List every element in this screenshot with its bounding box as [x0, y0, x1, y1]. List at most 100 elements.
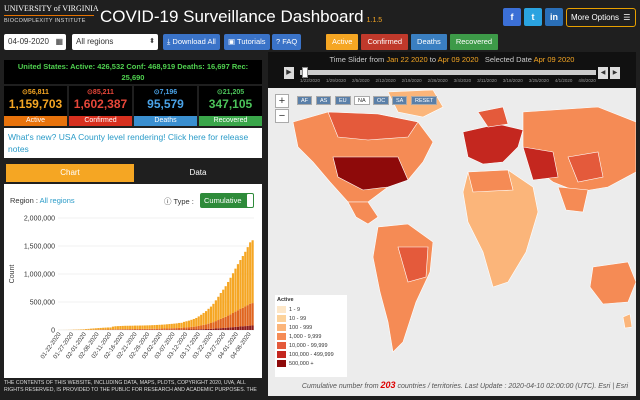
linkedin-icon[interactable]: in: [545, 8, 563, 26]
bar-recovered: [158, 328, 161, 330]
bar-deaths: [214, 328, 217, 330]
bar-recovered: [175, 328, 178, 330]
bar-active: [214, 300, 217, 322]
tutorials-button[interactable]: ▣ Tutorials: [224, 34, 270, 50]
y-tick-label: 2,000,000: [24, 216, 55, 223]
bar-active: [192, 318, 195, 327]
legend-swatch: [277, 342, 286, 349]
region-button-reset[interactable]: RESET: [411, 96, 438, 105]
bar-active: [173, 323, 176, 329]
card-delta-value: 56,811: [27, 89, 49, 96]
bar-deaths: [207, 328, 210, 330]
card-delta-value: 85,211: [92, 89, 114, 96]
zoom-in-button[interactable]: +: [275, 94, 289, 108]
more-options-button[interactable]: More Options ☰: [566, 8, 636, 27]
bar-active: [212, 303, 215, 323]
card-label: Deaths: [134, 116, 197, 126]
card-active: ⊙56,811 1,159,703 Active: [4, 86, 67, 126]
bar-active: [224, 286, 227, 317]
card-delta-value: 7,196: [159, 89, 178, 96]
legend-swatch: [277, 315, 286, 322]
bar-active: [229, 277, 232, 315]
tab-active[interactable]: Active: [326, 34, 359, 50]
play-button[interactable]: ▶: [284, 67, 294, 79]
bar-deaths: [244, 326, 247, 330]
bar-active: [92, 328, 95, 330]
tab-chart[interactable]: Chart: [6, 164, 134, 182]
tab-recovered[interactable]: Recovered: [449, 34, 499, 50]
bar-deaths: [200, 329, 203, 330]
tab-confirmed[interactable]: Confirmed: [361, 34, 409, 50]
region-button-sa[interactable]: SA: [392, 96, 408, 105]
slider-tick: 2/26/2020: [427, 78, 448, 83]
bar-recovered: [197, 325, 200, 330]
bar-active: [133, 325, 137, 330]
bar-recovered: [239, 309, 242, 327]
bar-recovered: [207, 323, 210, 329]
region-button-na[interactable]: NA: [354, 96, 370, 105]
card-recovered: ⊙21,205 347,105 Recovered: [199, 86, 262, 126]
bar-deaths: [212, 328, 215, 330]
card-delta-value: 21,205: [222, 89, 245, 96]
bar-active: [111, 326, 115, 330]
download-all-button[interactable]: ⤓ Download All: [163, 34, 220, 50]
us-stats: United States: Active: 426,532 Conf: 468…: [4, 60, 262, 84]
legend-label: 1 - 9: [289, 306, 301, 313]
info-icon[interactable]: ⓘ: [164, 197, 172, 206]
bar-recovered: [244, 306, 247, 327]
slider-tick: 3/4/2020: [453, 78, 472, 83]
faq-button[interactable]: ? FAQ: [272, 34, 302, 50]
bar-active: [146, 325, 149, 329]
bar-recovered: [251, 303, 254, 326]
step-back-button[interactable]: ◀: [598, 67, 608, 79]
date-value: 04-09-2020: [8, 37, 49, 46]
bar-deaths: [251, 325, 254, 330]
legend-item: 10,000 - 99,999: [277, 341, 345, 350]
slider-start: Jan 22 2020: [386, 55, 428, 64]
bar-deaths: [190, 329, 193, 330]
y-tick-label: 500,000: [30, 300, 55, 307]
region-button-oc[interactable]: OC: [373, 96, 390, 105]
slider-track[interactable]: [300, 70, 596, 75]
bar-recovered: [178, 327, 181, 330]
bar-active: [131, 325, 134, 330]
release-notes-link[interactable]: What's new? USA County level rendering! …: [4, 128, 262, 158]
bar-recovered: [209, 322, 213, 329]
bar-active: [148, 325, 151, 329]
date-picker[interactable]: 04-09-2020 ▦: [4, 34, 66, 50]
legend-item: 1,000 - 9,999: [277, 332, 345, 341]
map-panel[interactable]: [268, 52, 636, 396]
legend-title: Active: [277, 297, 294, 303]
twitter-icon[interactable]: t: [524, 8, 542, 26]
bar-active: [239, 260, 242, 310]
slider-handle[interactable]: [302, 67, 308, 78]
bar-active: [195, 317, 198, 327]
region-button-af[interactable]: AF: [297, 96, 313, 105]
uva-logo[interactable]: UNIVERSITY of VIRGINIA BIOCOMPLEXITY INS…: [4, 4, 99, 28]
tab-data[interactable]: Data: [189, 168, 207, 177]
legend-item: 10 - 99: [277, 314, 345, 323]
chart-region-value[interactable]: All regions: [39, 196, 75, 205]
bar-active: [244, 251, 247, 307]
logo-university: UNIVERSITY of VIRGINIA: [4, 4, 99, 13]
bar-recovered: [205, 324, 208, 330]
region-button-as[interactable]: AS: [316, 96, 332, 105]
bar-recovered: [192, 326, 195, 330]
cumulative-toggle[interactable]: Cumulative: [200, 193, 254, 208]
slider-selected: Apr 09 2020: [533, 55, 575, 64]
region-select[interactable]: All regions ⬍: [72, 34, 158, 50]
up-arrow-icon: ⊙: [216, 89, 223, 96]
slider-title: Time Slider from Jan 22 2020 to Apr 09 2…: [268, 55, 636, 64]
bar-recovered: [224, 316, 227, 328]
bar-active: [153, 325, 156, 329]
bar-recovered: [202, 324, 205, 330]
card-label: Recovered: [199, 116, 262, 126]
step-forward-button[interactable]: ▶: [610, 67, 620, 79]
tab-deaths[interactable]: Deaths: [411, 34, 447, 50]
facebook-icon[interactable]: f: [503, 8, 521, 26]
bar-deaths: [224, 327, 227, 330]
zoom-out-button[interactable]: −: [275, 109, 289, 123]
region-button-eu[interactable]: EU: [335, 96, 351, 105]
bar-active: [136, 325, 139, 329]
bar-recovered: [190, 326, 193, 330]
